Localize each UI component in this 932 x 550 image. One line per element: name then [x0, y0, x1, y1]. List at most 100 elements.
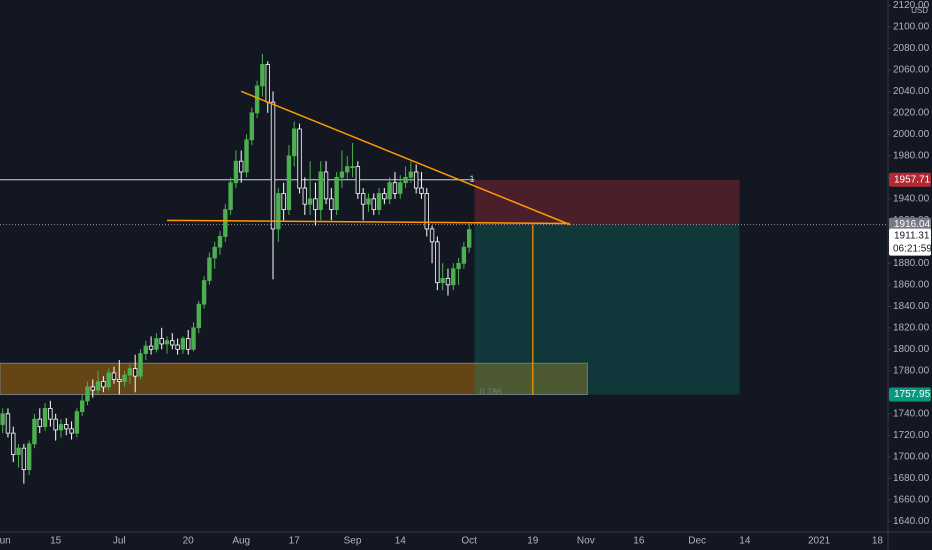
candle-body	[429, 228, 435, 243]
x-tick-label: 2021	[808, 536, 831, 547]
last-price-bg	[889, 228, 931, 256]
x-tick-label: Jul	[113, 536, 126, 547]
candle-body	[48, 408, 53, 420]
candle-body	[212, 246, 217, 259]
stop-zone	[474, 179, 740, 225]
candle-body	[318, 171, 323, 210]
candle-body	[286, 155, 292, 210]
candle-body	[419, 187, 424, 194]
x-tick-label: 16	[633, 536, 645, 547]
candle-body	[329, 198, 334, 210]
candle-body	[217, 236, 223, 248]
y-tick-label: 1860.00	[893, 279, 930, 290]
candle-body	[154, 338, 159, 350]
x-tick-label: 14	[395, 536, 407, 547]
y-tick-label: 2040.00	[893, 86, 930, 97]
y-tick-label: 1800.00	[893, 344, 930, 355]
y-tick-label: 1820.00	[893, 322, 930, 333]
candle-body	[239, 160, 244, 173]
y-tick-label: 2080.00	[893, 43, 930, 54]
candle-body	[69, 428, 74, 434]
y-tick-label: 2020.00	[893, 107, 930, 118]
candle-body	[355, 166, 361, 194]
candle-body	[196, 303, 202, 329]
y-tick-label: 1840.00	[893, 301, 930, 312]
y-tick-label: 1740.00	[893, 408, 930, 419]
target-label-bg	[889, 387, 931, 402]
candle-body	[366, 198, 371, 205]
candle-body	[223, 209, 228, 237]
y-tick-label: 1940.00	[893, 193, 930, 204]
stop-label-bg	[889, 172, 931, 187]
x-tick-label: Jun	[0, 536, 11, 547]
entry-label-bg	[889, 217, 931, 232]
candle-body	[276, 193, 281, 230]
x-tick-label: 15	[50, 536, 62, 547]
candle-body	[180, 338, 186, 350]
x-tick-label: 19	[527, 536, 539, 547]
candle-body	[74, 411, 80, 434]
candle-body	[26, 443, 32, 471]
y-tick-label: 1780.00	[893, 365, 930, 376]
candle-body	[424, 193, 429, 230]
candle-body	[164, 340, 170, 345]
candle-body	[32, 418, 37, 445]
y-tick-label: 1880.00	[893, 258, 930, 269]
entry-label: 1916.04	[894, 219, 931, 230]
candle-body	[360, 193, 366, 205]
candle-body	[117, 378, 122, 382]
currency: USD	[911, 6, 928, 15]
candle-body	[64, 424, 69, 430]
candle-body	[302, 187, 308, 205]
candle-body	[5, 413, 11, 434]
x-tick-label: Aug	[232, 536, 250, 547]
candle-body	[95, 381, 101, 391]
candle-body	[297, 128, 302, 189]
candle-body	[334, 176, 339, 210]
y-tick-label: 2060.00	[893, 64, 930, 75]
x-tick-label: 18	[872, 536, 884, 547]
candle-body	[127, 368, 133, 376]
x-tick-label: 14	[739, 536, 751, 547]
candle-body	[413, 171, 419, 189]
candle-body	[292, 128, 297, 157]
y-tick-label: 1640.00	[893, 516, 930, 527]
time-axis	[0, 532, 932, 550]
candle-body	[186, 338, 191, 350]
candle-body	[408, 171, 414, 178]
trend-line	[240, 90, 571, 226]
candle-body	[0, 413, 5, 425]
y-tick-label: 2120.00	[893, 0, 930, 11]
candle-body	[170, 340, 175, 346]
candle-body	[387, 182, 392, 200]
candle-body	[270, 101, 276, 230]
candle-body	[392, 182, 398, 194]
y-tick-label: 1720.00	[893, 430, 930, 441]
candle-body	[265, 64, 270, 103]
candle-body	[466, 229, 472, 248]
y-tick-label: 2100.00	[893, 22, 930, 33]
candle-body	[148, 345, 154, 350]
candle-body	[42, 408, 48, 428]
candle-body	[323, 171, 329, 200]
candle-body	[228, 182, 233, 210]
y-tick-label: 1700.00	[893, 451, 930, 462]
candle-body	[90, 386, 95, 391]
candle-body	[111, 372, 117, 380]
candle-body	[382, 193, 387, 200]
candle-body	[53, 418, 58, 431]
candle-body	[175, 344, 180, 350]
candle-body	[307, 198, 313, 205]
candle-body	[371, 198, 376, 210]
candle-body	[21, 447, 27, 471]
support-line	[166, 219, 570, 225]
candle-body	[143, 345, 148, 354]
candle-body	[435, 241, 440, 284]
candle-body	[345, 166, 350, 173]
candle-body	[350, 166, 355, 168]
candle-body	[106, 372, 111, 388]
candle-body	[440, 277, 445, 284]
candle-body	[456, 262, 461, 270]
